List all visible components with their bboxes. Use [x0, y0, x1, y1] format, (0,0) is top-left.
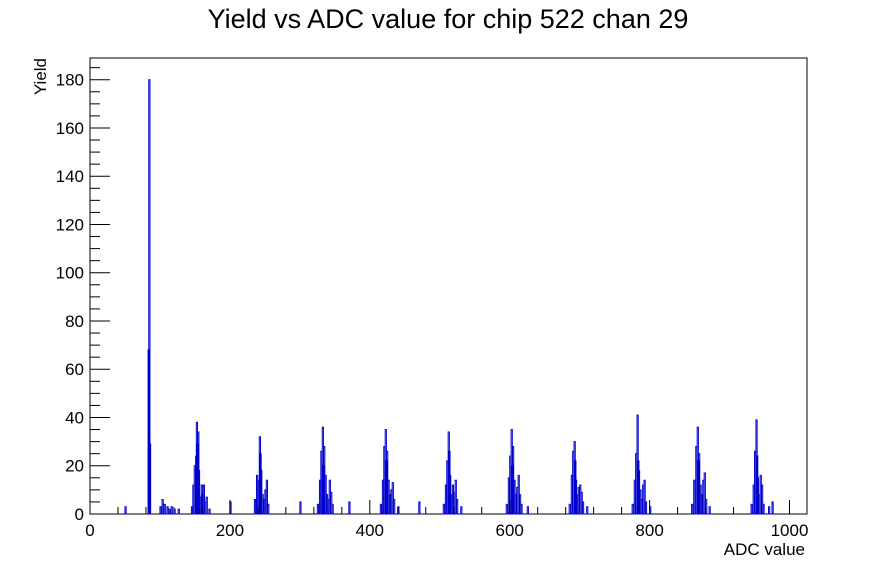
y-tick-label: 60 — [65, 360, 84, 379]
x-axis: 0 200 400 600 800 1000 — [85, 500, 808, 540]
histogram-bin — [691, 503, 694, 515]
histogram-bin — [643, 479, 646, 515]
histogram-bin — [253, 499, 257, 515]
histogram-bin — [750, 503, 753, 515]
histogram-bin — [330, 491, 333, 515]
histogram-bin — [316, 503, 320, 515]
y-tick-label: 80 — [65, 312, 84, 331]
histogram-bin — [505, 503, 508, 515]
histogram-bin — [379, 503, 382, 515]
histogram-bin — [161, 499, 164, 515]
histogram-bin — [197, 470, 201, 515]
histogram-bin — [170, 506, 173, 515]
histogram-bin — [208, 508, 211, 515]
x-axis-label: ADC value — [724, 540, 805, 559]
histogram-bin — [331, 503, 334, 515]
histogram-bin — [265, 479, 268, 515]
histogram-bin — [166, 506, 169, 515]
histogram-bin — [526, 506, 529, 515]
y-tick-label: 100 — [56, 264, 84, 283]
histogram-bin — [177, 508, 180, 515]
histogram-bin — [442, 503, 445, 515]
histogram-bin — [693, 479, 696, 515]
y-tick-label: 120 — [56, 215, 84, 234]
histogram-bin — [768, 506, 771, 515]
y-axis: 0 20 40 60 80 100 120 140 160 180 — [56, 67, 110, 524]
histogram-bin — [124, 506, 127, 515]
histogram-bin — [202, 484, 206, 515]
histogram-bin — [644, 501, 648, 515]
histogram-bin — [762, 503, 765, 515]
y-tick-label: 0 — [75, 505, 84, 524]
histogram-bin — [581, 501, 585, 515]
histogram-bin — [168, 508, 171, 515]
y-axis-label: Yield — [31, 58, 50, 95]
histogram-bin — [163, 503, 166, 515]
histogram-bin — [771, 501, 774, 515]
y-tick-label: 20 — [65, 457, 84, 476]
histogram-bin — [705, 499, 708, 515]
histogram-bin — [348, 501, 351, 515]
histogram-bin — [568, 503, 571, 515]
y-tick-label: 40 — [65, 408, 84, 427]
histogram-bin — [205, 496, 208, 515]
histogram-bin — [391, 482, 394, 515]
histogram-bin — [456, 499, 459, 515]
chart-title: Yield vs ADC value for chip 522 chan 29 — [208, 4, 689, 34]
x-tick-label: 600 — [496, 521, 524, 540]
histogram-bin — [708, 506, 711, 515]
x-tick-label: 400 — [356, 521, 384, 540]
histogram-bin — [698, 453, 701, 515]
y-tick-label: 180 — [56, 71, 84, 90]
x-tick-label: 0 — [85, 521, 94, 540]
histogram-bin — [454, 479, 457, 515]
histogram-bin — [631, 503, 634, 515]
x-tick-label: 800 — [635, 521, 663, 540]
histogram-bin — [260, 470, 263, 515]
histogram-bin — [418, 501, 421, 515]
histogram-bin — [148, 443, 152, 515]
y-tick-label: 160 — [56, 119, 84, 138]
histogram-bin — [393, 499, 396, 515]
histogram-bin — [703, 472, 706, 515]
histogram-bin — [460, 506, 463, 515]
x-tick-label: 200 — [216, 521, 244, 540]
y-tick-label: 140 — [56, 167, 84, 186]
histogram-bin — [299, 501, 302, 515]
histogram-bin — [159, 506, 162, 515]
histogram-bin — [761, 484, 764, 515]
histogram-bin — [586, 506, 589, 515]
data-layer — [124, 79, 774, 515]
x-tick-label: 1000 — [771, 521, 809, 540]
histogram-bin — [267, 503, 270, 515]
histogram-bin — [520, 503, 523, 515]
